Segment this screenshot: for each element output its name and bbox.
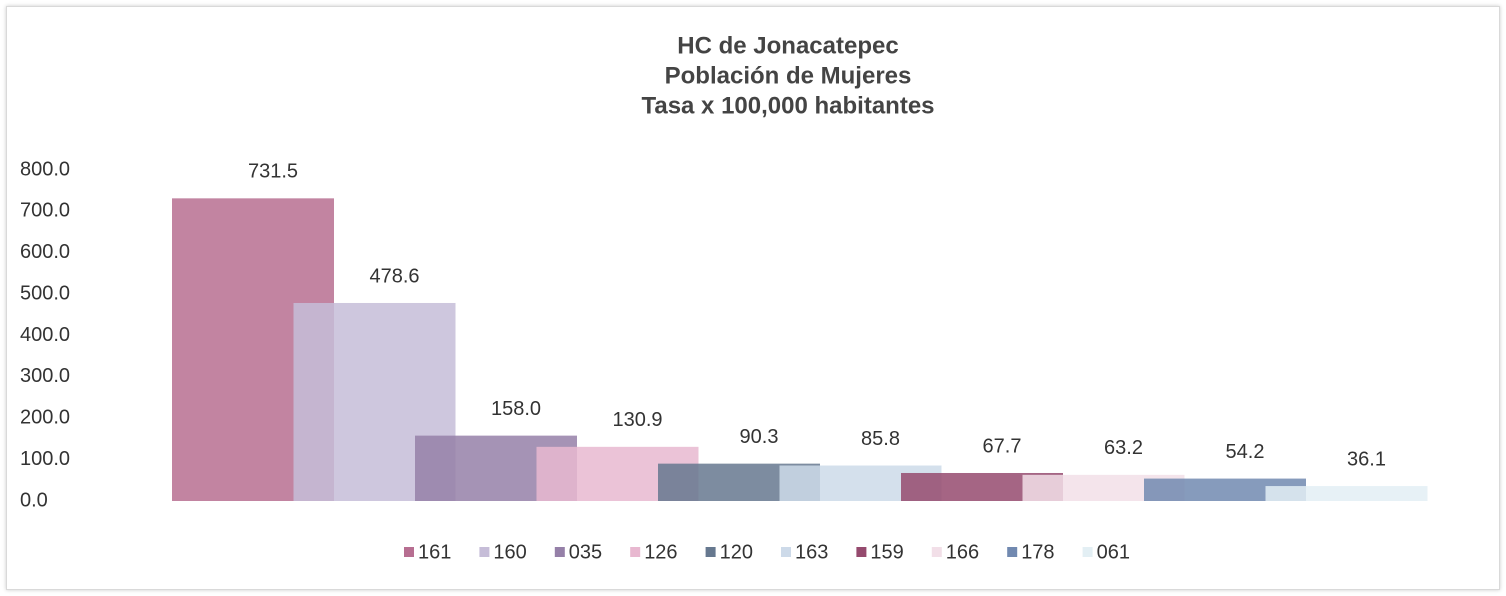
y-tick-label: 500.0 xyxy=(20,282,70,304)
value-label: 90.3 xyxy=(740,426,779,448)
legend-label: 061 xyxy=(1097,541,1130,563)
legend-swatch xyxy=(1007,547,1018,557)
legend-swatch xyxy=(630,547,641,557)
value-label: 158.0 xyxy=(491,398,541,420)
legend-label: 166 xyxy=(946,541,979,563)
legend-swatch xyxy=(404,547,414,557)
legend-swatch xyxy=(856,547,867,557)
y-tick-label: 400.0 xyxy=(20,324,70,346)
y-tick-label: 700.0 xyxy=(20,200,70,222)
legend-label: 159 xyxy=(870,541,903,563)
legend-label: 160 xyxy=(493,541,526,563)
legend-swatch xyxy=(554,547,565,557)
legend-swatch xyxy=(1082,547,1093,557)
legend-swatch xyxy=(705,547,716,557)
legend-swatch xyxy=(781,547,791,557)
legend-label: 161 xyxy=(418,541,451,563)
y-tick-label: 200.0 xyxy=(20,407,70,429)
y-tick-label: 600.0 xyxy=(20,241,70,263)
y-tick-label: 300.0 xyxy=(20,365,70,387)
value-label: 85.8 xyxy=(861,428,900,450)
value-label: 731.5 xyxy=(248,161,298,183)
legend-label: 178 xyxy=(1021,541,1054,563)
legend-label: 120 xyxy=(720,541,753,563)
chart-frame xyxy=(6,6,1500,590)
value-label: 63.2 xyxy=(1104,437,1143,459)
legend-swatch xyxy=(931,547,942,557)
y-tick-label: 800.0 xyxy=(20,158,70,180)
legend-swatch xyxy=(479,547,490,557)
chart-title: HC de Jonacatepec xyxy=(677,32,898,59)
y-tick-label: 0.0 xyxy=(20,489,48,511)
legend-label: 035 xyxy=(569,541,602,563)
value-label: 478.6 xyxy=(369,265,419,287)
y-tick-label: 100.0 xyxy=(20,448,70,470)
chart-title: Tasa x 100,000 habitantes xyxy=(641,92,934,119)
value-label: 67.7 xyxy=(983,435,1022,457)
value-label: 36.1 xyxy=(1347,448,1386,470)
legend-label: 126 xyxy=(644,541,677,563)
value-label: 130.9 xyxy=(612,409,662,431)
value-label: 54.2 xyxy=(1226,441,1265,463)
legend-label: 163 xyxy=(795,541,828,563)
chart-title: Población de Mujeres xyxy=(665,62,912,89)
bar xyxy=(1265,486,1428,501)
